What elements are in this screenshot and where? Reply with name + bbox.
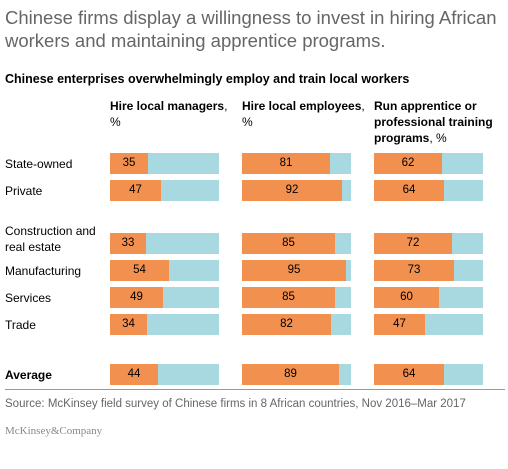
bar-track: 92 [242,180,351,201]
bar-track: 54 [110,260,219,281]
bar-value-label: 92 [285,184,299,196]
bar-value-label: 34 [122,318,135,330]
row-label: Manufacturing [5,264,82,278]
column-header-2: Hire local employees, % [242,98,372,130]
bar-value-label: 47 [129,184,142,196]
bar-value-label: 33 [121,237,135,249]
bar-fill [110,314,147,335]
bar-fill [374,364,444,385]
bar-track: 64 [374,180,483,201]
column-header-unit: , % [429,131,447,145]
bar-fill [374,153,442,174]
bar-fill [242,287,335,308]
chart-title: Chinese firms display a willingness to i… [5,7,497,51]
bar-track: 47 [374,314,483,335]
bar-value-label: 60 [400,291,413,303]
column-header-name: Hire local managers [110,99,225,113]
bar-track: 49 [110,287,219,308]
bar-track: 64 [374,364,483,385]
bar-track: 89 [242,364,351,385]
bar-fill [110,260,169,281]
column-header-1: Hire local managers, % [110,98,240,130]
bar-track: 85 [242,287,351,308]
bar-fill [110,153,148,174]
bar-value-label: 49 [130,291,143,303]
bar-value-label: 64 [402,184,416,196]
bar-value-label: 35 [122,157,136,169]
bar-fill [242,260,346,281]
bar-value-label: 73 [407,264,421,276]
bar-fill [110,233,146,254]
bar-fill [374,287,439,308]
bar-track: 62 [374,153,483,174]
bar-fill [374,314,425,335]
source-note: Source: McKinsey field survey of Chinese… [5,398,466,410]
bar-track: 81 [242,153,351,174]
bar-track: 34 [110,314,219,335]
bar-track: 82 [242,314,351,335]
bar-fill [374,233,452,254]
bar-fill [110,180,161,201]
bar-track: 95 [242,260,351,281]
bar-fill [242,180,342,201]
column-header-unit: , % [242,99,365,129]
bar-value-label: 72 [406,237,420,249]
bar-value-label: 85 [282,291,295,303]
column-header-3: Run apprentice or professional training … [374,98,504,146]
bar-fill [110,364,158,385]
bar-track: 72 [374,233,483,254]
bar-fill [374,260,454,281]
column-header-name: Hire local employees [242,99,362,113]
divider [5,389,505,390]
bar-track: 73 [374,260,483,281]
bar-fill [374,180,444,201]
bar-fill [242,153,330,174]
row-label: Trade [5,318,36,332]
bar-track: 44 [110,364,219,385]
bar-track: 35 [110,153,219,174]
bar-value-label: 95 [287,264,301,276]
chart-subtitle: Chinese enterprises overwhelmingly emplo… [5,72,410,86]
bar-value-label: 47 [393,318,406,330]
bar-value-label: 62 [401,157,415,169]
bar-track: 60 [374,287,483,308]
row-label: Construction and real estate [5,224,96,254]
bar-fill [242,233,335,254]
bar-fill [242,314,331,335]
row-label: State-owned [5,157,73,171]
row-label: Services [5,291,52,305]
bar-track: 47 [110,180,219,201]
bar-fill [110,287,163,308]
row-label: Private [5,184,43,198]
row-label: Average [5,368,52,382]
bar-value-label: 89 [284,368,297,380]
bar-value-label: 81 [279,157,293,169]
bar-value-label: 64 [402,368,416,380]
column-header-unit: , % [110,99,228,129]
bar-fill [242,364,339,385]
bar-value-label: 54 [133,264,146,276]
column-header-name: Run apprentice or professional training … [374,99,493,145]
bar-value-label: 85 [282,237,295,249]
bar-track: 33 [110,233,219,254]
mckinsey-logo: McKinsey&Company [5,425,103,437]
bar-track: 85 [242,233,351,254]
bar-value-label: 44 [127,368,141,380]
bar-value-label: 82 [280,318,293,330]
